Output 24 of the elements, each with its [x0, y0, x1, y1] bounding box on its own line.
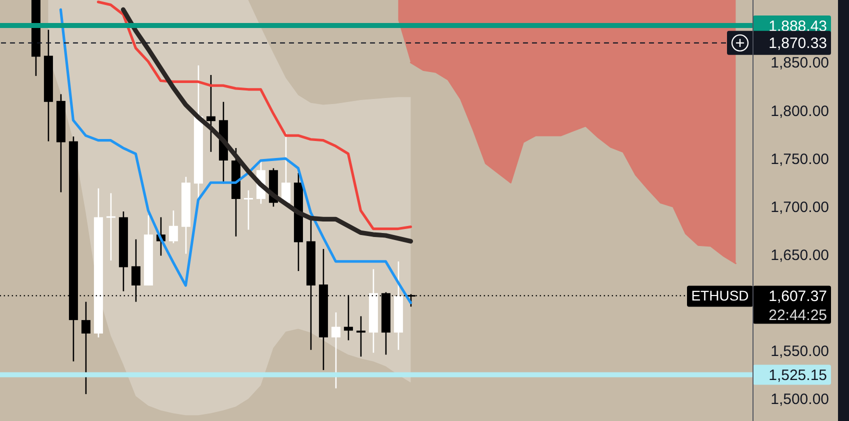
ref-line-label: 1,607.37 — [768, 288, 827, 305]
candlestick — [281, 132, 290, 204]
line-series — [120, 7, 413, 244]
candlestick — [206, 74, 216, 153]
candlestick — [106, 192, 116, 262]
y-tick-label: 1,700.00 — [770, 198, 829, 216]
ref-line-label: 1,888.43 — [768, 18, 827, 35]
candlestick — [244, 190, 253, 230]
candlestick — [81, 301, 90, 395]
y-tick-label: 1,750.00 — [770, 150, 829, 168]
y-tick-label: 1,850.00 — [770, 54, 829, 72]
ref-line-label: 1,525.15 — [768, 366, 827, 384]
line-series — [59, 8, 412, 304]
candlestick — [168, 210, 178, 244]
ref-line-label: 1,870.33 — [768, 35, 827, 52]
y-tick-label: 1,800.00 — [770, 102, 829, 120]
annotation: ETHUSD — [691, 288, 749, 304]
candlestick — [331, 312, 340, 389]
y-tick-label: 1,550.00 — [770, 343, 829, 360]
line-series — [96, 0, 412, 230]
candlestick — [356, 316, 366, 358]
text: 22:44:25 — [768, 306, 827, 324]
y-tick-label: 1,650.00 — [770, 246, 829, 264]
y-tick-label: 1,500.00 — [770, 391, 829, 408]
